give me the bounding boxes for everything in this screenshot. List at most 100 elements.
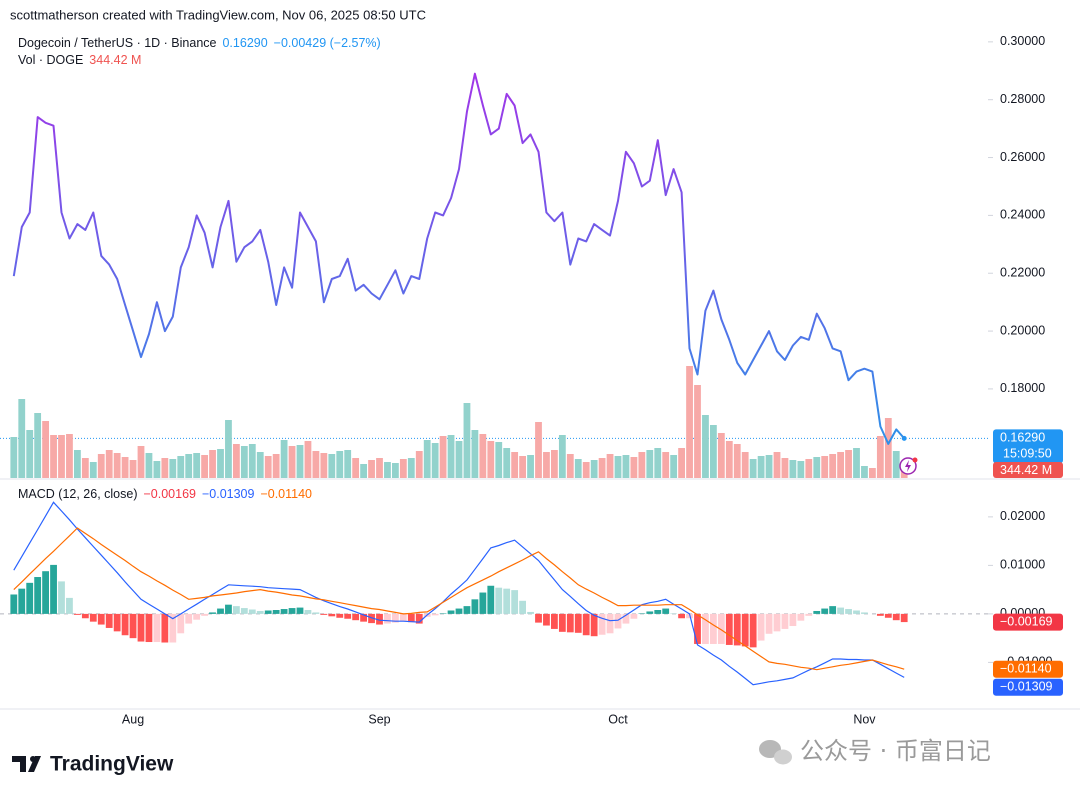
volume-bar: [487, 441, 495, 478]
macd-histogram-bar: [789, 613, 797, 627]
volume-bar: [543, 452, 550, 478]
macd-histogram-bar: [312, 612, 320, 614]
macd-label-box: [993, 613, 1063, 631]
macd-histogram-bar: [66, 597, 73, 614]
macd-histogram-bar: [566, 613, 574, 633]
volume-bar: [646, 450, 654, 478]
macd-histogram-bar: [733, 613, 741, 646]
macd-histogram-bar: [34, 577, 42, 614]
macd-histogram-bar: [606, 613, 614, 634]
volume-bar: [407, 458, 415, 478]
macd-histogram-bar: [97, 613, 105, 625]
volume-bar: [58, 435, 65, 478]
macd-histogram-bar: [861, 612, 868, 614]
macd-histogram-bar: [725, 613, 733, 645]
y-tick-label: 0.24000: [1000, 208, 1045, 222]
volume-bar: [725, 441, 733, 478]
macd-histogram-bar: [876, 613, 884, 616]
symbol-legend: Dogecoin / TetherUS · 1D · Binance 0.1629…: [18, 36, 381, 50]
volume-bar: [710, 425, 717, 478]
macd-histogram-bar: [256, 610, 264, 614]
volume-bar: [519, 456, 526, 478]
volume-bar: [256, 452, 264, 478]
macd-histogram-bar: [352, 613, 360, 621]
volume-bar: [694, 385, 701, 478]
volume-bar: [717, 433, 725, 478]
volume-bar: [527, 455, 534, 478]
macd-histogram-bar: [161, 613, 169, 643]
volume-bar: [869, 468, 876, 478]
logo-text: TradingView: [50, 753, 174, 776]
volume-bar: [129, 460, 137, 478]
volume-bar: [479, 434, 487, 478]
volume-bar: [185, 454, 193, 478]
macd-histogram-bar: [415, 613, 423, 624]
volume-bar: [733, 444, 741, 478]
macd-histogram-bar: [527, 611, 534, 614]
y-tick-label: 0.30000: [1000, 34, 1045, 48]
volume-bar: [773, 452, 781, 478]
macd-histogram-bar: [153, 613, 161, 643]
volume-bar: [169, 459, 177, 478]
macd-histogram-bar: [336, 613, 344, 618]
macd-histogram-bar: [781, 613, 789, 629]
macd-histogram-bar: [58, 581, 65, 614]
macd-histogram-bar: [884, 613, 892, 618]
macd-histogram-bar: [169, 613, 177, 643]
volume-bar: [264, 456, 272, 478]
x-tick-label: Sep: [368, 712, 390, 726]
macd-histogram-bar: [694, 613, 701, 644]
volume-bar: [399, 459, 407, 478]
alert-dot: [912, 457, 918, 463]
volume-bar: [686, 366, 693, 478]
macd-histogram-bar: [26, 582, 34, 614]
macd-histogram-bar: [463, 606, 471, 614]
macd-histogram-bar: [384, 613, 391, 624]
macd-histogram-bar: [622, 613, 630, 624]
volume-bar: [654, 448, 662, 478]
macd-histogram-bar: [757, 613, 765, 641]
attribution: scottmatherson created with TradingView.…: [10, 7, 426, 22]
volume-bar: [789, 460, 797, 478]
volume-bar: [105, 450, 113, 478]
volume-bar: [582, 462, 590, 478]
volume-bar: [384, 462, 391, 478]
x-tick-label: Oct: [608, 712, 628, 726]
macd-histogram-bar: [240, 608, 248, 614]
macd-histogram-bar: [10, 594, 18, 614]
macd-histogram-bar: [113, 613, 121, 632]
volume-bar: [837, 452, 844, 478]
macd-histogram-bar: [837, 607, 844, 614]
macd-histogram-bar: [105, 613, 113, 628]
macd-histogram-bar: [42, 571, 49, 614]
macd-histogram-bar: [177, 613, 185, 634]
volume-bar: [892, 451, 900, 478]
volume-bar: [368, 460, 375, 478]
volume-title: Vol · DOGE: [18, 53, 83, 67]
volume-bar: [598, 458, 606, 478]
volume-bar: [805, 459, 813, 478]
volume-bar: [97, 454, 105, 478]
volume-bar: [217, 449, 224, 478]
price-change: −0.00429 (−2.57%): [274, 36, 381, 50]
macd-histogram-bar: [296, 607, 304, 614]
volume-bar: [749, 459, 757, 478]
volume-bar: [42, 421, 49, 478]
macd-histogram-bar: [797, 613, 805, 621]
volume-bar: [177, 456, 185, 478]
macd-label: −0.00169: [1000, 614, 1053, 628]
footer-logo: TradingView: [12, 753, 174, 776]
volume-bar: [320, 453, 328, 478]
countdown-label: 15:09:50: [1003, 447, 1052, 461]
volume-bar: [18, 399, 26, 478]
macd-histogram-bar: [145, 613, 153, 643]
macd-histogram-bar: [89, 613, 97, 622]
macd-histogram-bar: [431, 613, 439, 616]
volume-bar: [606, 454, 614, 478]
volume-bar: [26, 430, 34, 478]
macd-histogram-bar: [717, 613, 725, 644]
volume-bar: [566, 454, 574, 478]
volume-bar: [328, 454, 336, 478]
macd-histogram-bar: [304, 610, 312, 614]
